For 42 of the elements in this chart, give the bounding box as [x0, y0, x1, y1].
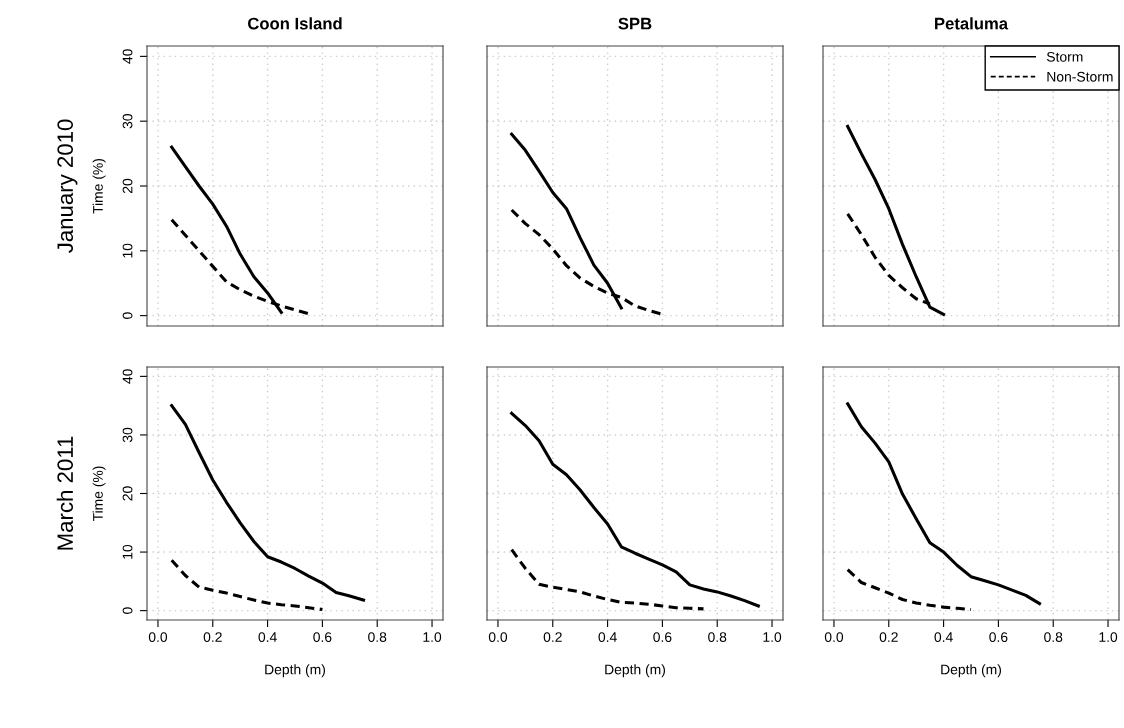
x-axis-title: Depth (m) [605, 664, 666, 678]
x-axis-title: Depth (m) [265, 664, 326, 678]
x-tick-label: 0.0 [488, 632, 508, 643]
x-tick-label: 0.4 [934, 632, 953, 643]
line-series [170, 558, 324, 611]
x-tick-label: 0.6 [989, 632, 1008, 643]
x-tick-label: 0.2 [879, 632, 898, 643]
x-tick-label: 0.2 [203, 632, 222, 643]
y-tick-label: 10 [122, 544, 133, 559]
chart-title: Coon Island [248, 17, 342, 30]
x-tick-label: 0.0 [148, 632, 168, 643]
y-tick-label: 20 [122, 486, 133, 501]
x-tick-label: 0.4 [598, 632, 617, 643]
y-axis-title: Time (%) [92, 158, 106, 214]
x-tick-label: 0.8 [1044, 632, 1063, 643]
x-tick-label: 0.0 [824, 632, 844, 643]
x-tick-label: 0.8 [368, 632, 387, 643]
x-tick-label: 1.0 [1099, 632, 1118, 643]
x-axis-title: Depth (m) [941, 664, 1002, 678]
x-tick-label: 1.0 [423, 632, 442, 643]
x-tick-label: 1.0 [763, 632, 782, 643]
legend-label: Storm [1046, 51, 1083, 62]
legend-label: Non-Storm [1047, 71, 1113, 82]
y-tick-label: 40 [122, 49, 133, 64]
chart-title: Petaluma [935, 17, 1009, 30]
x-tick-label: 0.8 [708, 632, 727, 643]
text: January 2010 [57, 119, 78, 253]
y-tick-label: 40 [122, 369, 133, 384]
text: March 2011 [56, 436, 74, 550]
y-tick-label: 30 [122, 114, 133, 129]
x-tick-label: 0.6 [653, 632, 672, 643]
line-series [170, 404, 366, 602]
y-axis-title: Time (%) [92, 466, 106, 522]
x-tick-label: 0.6 [313, 632, 332, 643]
x-tick-label: 0.2 [543, 632, 562, 643]
chart-title: SPB [618, 17, 652, 30]
y-tick-label: 10 [122, 243, 133, 258]
y-tick-label: 0 [122, 312, 133, 319]
y-tick-label: 30 [122, 427, 133, 443]
y-tick-label: 0 [122, 607, 133, 614]
y-tick-label: 20 [122, 178, 133, 194]
x-tick-label: 0.4 [258, 632, 277, 643]
